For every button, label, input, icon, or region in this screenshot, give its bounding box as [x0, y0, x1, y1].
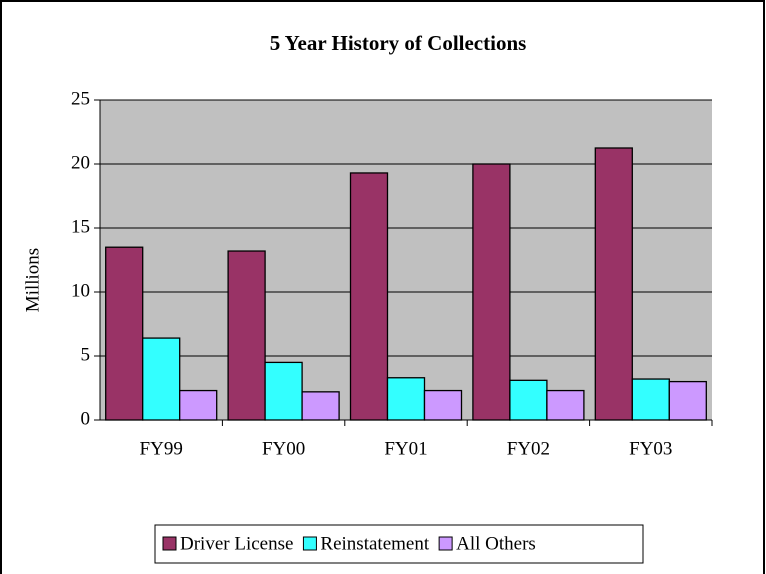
y-tick-label: 0	[81, 408, 91, 429]
y-tick-label: 20	[71, 152, 90, 173]
x-tick-label: FY01	[384, 438, 427, 459]
bar	[594, 147, 633, 421]
legend-label: All Others	[456, 533, 536, 554]
bar	[227, 250, 266, 421]
bar	[264, 361, 303, 421]
y-tick-label: 25	[71, 88, 90, 109]
legend-swatch	[162, 536, 177, 551]
legend-swatch	[438, 536, 453, 551]
bar	[509, 379, 548, 421]
bar	[142, 337, 181, 421]
bar	[179, 389, 218, 421]
x-tick-label: FY99	[140, 438, 183, 459]
x-tick-label: FY00	[262, 438, 305, 459]
legend-label: Driver License	[180, 533, 293, 554]
x-tick-label: FY03	[629, 438, 672, 459]
legend-swatch	[302, 536, 317, 551]
bar	[423, 389, 463, 421]
bar	[105, 246, 144, 421]
bar	[386, 377, 426, 421]
bar	[631, 378, 670, 421]
bar	[668, 380, 707, 421]
x-tick-label: FY02	[507, 438, 550, 459]
chart-title: 5 Year History of Collections	[270, 31, 527, 55]
y-tick-label: 5	[81, 344, 91, 365]
y-tick-label: 10	[71, 280, 90, 301]
legend-label: Reinstatement	[320, 533, 429, 554]
bar	[349, 172, 389, 421]
y-axis-label: Millions	[22, 248, 43, 312]
legend-box	[154, 524, 644, 564]
bar	[472, 163, 511, 421]
bar	[546, 389, 585, 421]
bar	[301, 391, 340, 421]
y-tick-label: 15	[71, 216, 90, 237]
